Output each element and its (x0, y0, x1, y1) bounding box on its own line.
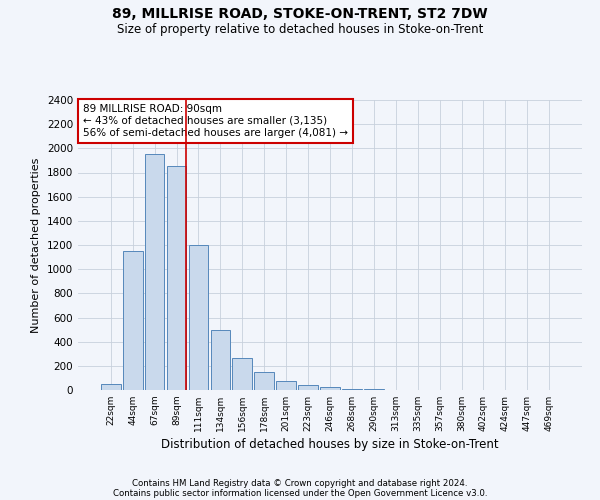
Text: 89 MILLRISE ROAD: 90sqm
← 43% of detached houses are smaller (3,135)
56% of semi: 89 MILLRISE ROAD: 90sqm ← 43% of detache… (83, 104, 348, 138)
Bar (211, 330, 230, 390)
Text: Size of property relative to detached houses in Stoke-on-Trent: Size of property relative to detached ho… (117, 22, 483, 36)
X-axis label: Distribution of detached houses by size in Stoke-on-Trent: Distribution of detached houses by size … (161, 438, 499, 451)
Bar (342, 389, 362, 390)
Bar (101, 384, 121, 390)
Bar (298, 385, 318, 390)
Bar (188, 245, 208, 390)
Bar (123, 251, 143, 390)
Bar (320, 387, 340, 390)
Text: Contains public sector information licensed under the Open Government Licence v3: Contains public sector information licen… (113, 488, 487, 498)
Bar (145, 154, 164, 390)
Y-axis label: Number of detached properties: Number of detached properties (31, 158, 41, 332)
Text: 89, MILLRISE ROAD, STOKE-ON-TRENT, ST2 7DW: 89, MILLRISE ROAD, STOKE-ON-TRENT, ST2 7… (112, 8, 488, 22)
Bar (167, 166, 187, 390)
Bar (254, 372, 274, 390)
Bar (276, 381, 296, 390)
Bar (232, 358, 252, 390)
Text: Contains HM Land Registry data © Crown copyright and database right 2024.: Contains HM Land Registry data © Crown c… (132, 478, 468, 488)
